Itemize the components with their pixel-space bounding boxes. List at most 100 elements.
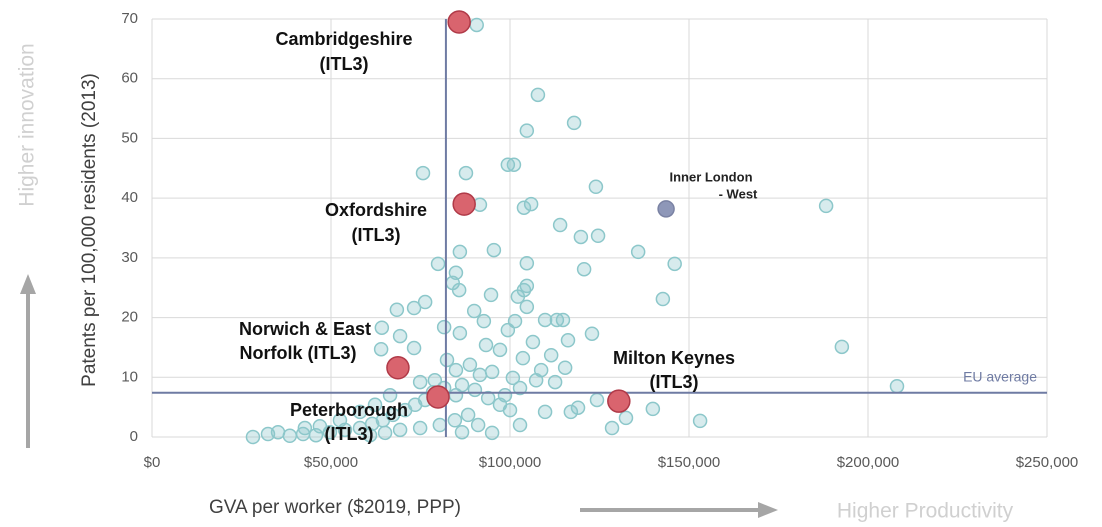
- point: [412, 374, 428, 390]
- point: [512, 380, 528, 396]
- point-label: (ITL3): [352, 225, 401, 245]
- point: [436, 319, 452, 335]
- point: [454, 424, 470, 440]
- point-label: Peterborough: [290, 400, 408, 420]
- y-tick-label: 10: [121, 368, 138, 385]
- point: [528, 373, 544, 388]
- x-axis-label: GVA per worker ($2019, PPP): [209, 497, 461, 518]
- point: [515, 350, 531, 366]
- x-direction-label: Higher Productivity: [837, 500, 1014, 523]
- point: [451, 282, 467, 298]
- point: [470, 417, 486, 433]
- point: [523, 196, 539, 212]
- point: [352, 404, 368, 420]
- y-direction-label: Higher innovation: [16, 43, 39, 206]
- point: [406, 300, 422, 316]
- point: [467, 382, 483, 398]
- point: [557, 360, 573, 375]
- highlight-point: [426, 385, 450, 409]
- point: [462, 357, 478, 372]
- point: [519, 299, 535, 315]
- point: [566, 115, 582, 131]
- highlight-point: [452, 192, 476, 216]
- point-label: Oxfordshire: [325, 200, 427, 220]
- point: [604, 420, 620, 436]
- point: [432, 417, 448, 433]
- reference-label: EU average: [963, 369, 1037, 385]
- x-tick-label: $150,000: [658, 454, 721, 471]
- point-label: (ITL3): [320, 54, 369, 74]
- point: [472, 367, 488, 383]
- point-label: Norwich & East: [239, 319, 371, 339]
- point: [362, 427, 378, 443]
- x-tick-label: $0: [144, 454, 161, 471]
- y-tick-label: 0: [130, 428, 138, 445]
- point: [447, 413, 463, 428]
- point: [332, 413, 348, 428]
- point: [478, 337, 494, 353]
- point: [392, 328, 408, 344]
- point: [560, 333, 576, 348]
- point: [484, 364, 500, 380]
- point: [588, 179, 604, 195]
- point: [512, 417, 528, 433]
- point: [389, 302, 405, 318]
- y-tick-label: 60: [121, 70, 138, 87]
- highlight-point: [657, 200, 675, 218]
- point: [537, 404, 553, 420]
- point: [245, 429, 261, 445]
- point: [525, 334, 541, 350]
- point: [563, 404, 579, 420]
- point: [392, 422, 408, 438]
- point: [454, 377, 470, 393]
- point: [406, 340, 422, 356]
- point: [505, 370, 521, 386]
- point: [573, 229, 589, 245]
- point: [543, 347, 559, 363]
- highlight-point: [607, 389, 631, 413]
- point: [576, 261, 592, 277]
- point: [367, 397, 383, 413]
- y-arrow-head: [20, 274, 36, 294]
- point-label: Cambridgeshire: [275, 29, 412, 49]
- point: [537, 312, 553, 328]
- point: [590, 228, 606, 244]
- y-tick-label: 30: [121, 249, 138, 266]
- point: [439, 352, 455, 368]
- x-tick-label: $200,000: [837, 454, 900, 471]
- point: [458, 165, 474, 181]
- point: [692, 413, 708, 429]
- point: [555, 312, 571, 328]
- point: [385, 407, 401, 423]
- point-label: Milton Keynes: [613, 348, 735, 368]
- point: [645, 401, 661, 417]
- point-label: Norfolk (ITL3): [240, 343, 357, 363]
- highlight-point: [386, 355, 410, 380]
- point: [486, 242, 502, 258]
- point: [506, 157, 522, 172]
- point: [818, 198, 834, 214]
- point: [452, 244, 468, 260]
- x-tick-label: $100,000: [479, 454, 542, 471]
- y-tick-label: 70: [121, 10, 138, 27]
- point: [483, 287, 499, 303]
- point: [889, 378, 905, 394]
- point: [618, 410, 634, 426]
- point: [516, 200, 532, 215]
- point-label: Inner London: [669, 169, 752, 184]
- y-tick-label: 40: [121, 189, 138, 206]
- point: [480, 390, 496, 406]
- point: [469, 17, 484, 33]
- point: [497, 387, 513, 403]
- point: [466, 303, 482, 319]
- point: [448, 362, 464, 378]
- point: [655, 291, 671, 307]
- point: [530, 87, 546, 103]
- point: [500, 322, 516, 338]
- point: [377, 425, 393, 441]
- point: [460, 407, 476, 423]
- y-tick-label: 50: [121, 129, 138, 146]
- point: [430, 256, 446, 272]
- point: [519, 123, 535, 138]
- highlight-point: [447, 10, 471, 34]
